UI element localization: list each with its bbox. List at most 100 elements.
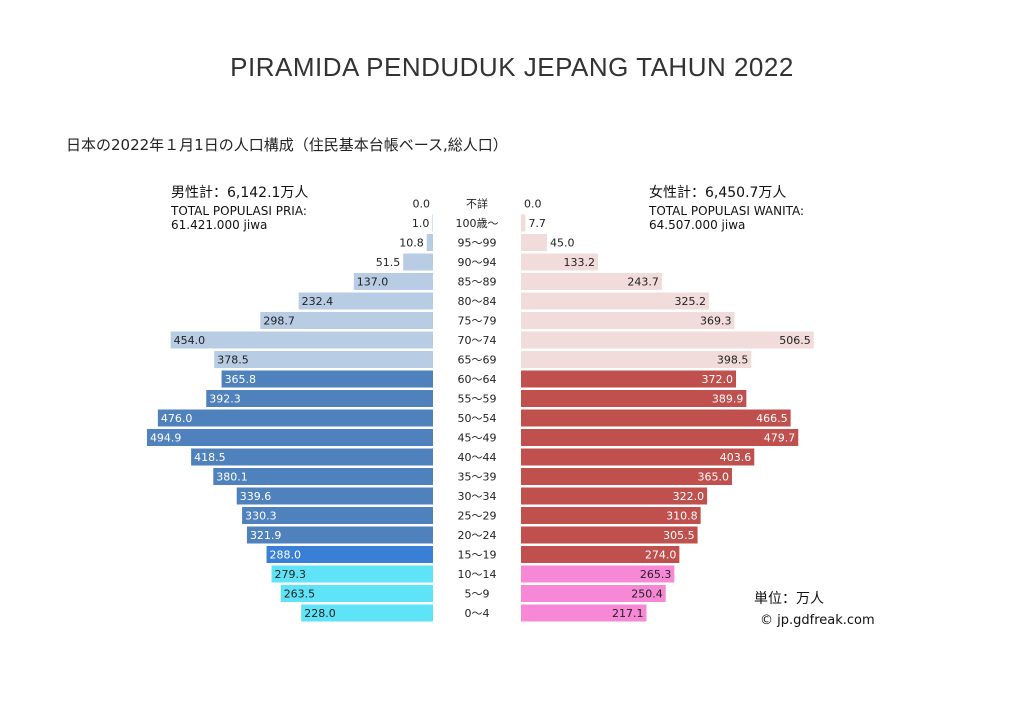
female-value-label-8: 398.5 — [717, 354, 749, 367]
male-bar-15 — [236, 487, 433, 505]
male-bar-1 — [432, 214, 433, 232]
age-group-label-11: 50～54 — [458, 412, 497, 425]
female-bar-5 — [521, 292, 709, 310]
age-group-label-13: 40～44 — [458, 451, 497, 464]
male-bar-2 — [426, 234, 433, 251]
age-group-label-20: 5～9 — [465, 588, 490, 601]
male-bar-10 — [206, 390, 433, 407]
female-value-label-15: 322.0 — [673, 490, 705, 503]
chart-subtitle: 日本の2022年１月1日の人口構成（住民基本台帳ベース,総人口） — [66, 136, 508, 154]
male-value-label-10: 392.3 — [209, 393, 241, 406]
unit-label: 単位：万人 — [754, 591, 824, 607]
male-value-label-17: 321.9 — [250, 529, 282, 542]
male-value-label-20: 263.5 — [284, 588, 316, 601]
female-bar-2 — [521, 234, 548, 251]
female-bar-18 — [521, 546, 680, 563]
female-bar-17 — [521, 526, 698, 544]
male-value-label-19: 279.3 — [275, 568, 307, 581]
age-group-label-14: 35～39 — [458, 471, 497, 484]
male-value-label-6: 298.7 — [263, 315, 295, 328]
male-bar-5 — [298, 292, 433, 310]
age-group-label-3: 90～94 — [458, 256, 497, 269]
age-group-label-0: 不詳 — [466, 197, 488, 211]
male-value-label-9: 365.8 — [225, 373, 257, 386]
age-group-label-2: 95～99 — [458, 237, 497, 250]
source-credit: © jp.gdfreak.com — [760, 613, 875, 628]
female-value-label-5: 325.2 — [674, 295, 706, 308]
female-value-label-10: 389.9 — [712, 393, 744, 406]
chart-title: PIRAMIDA PENDUDUK JEPANG TAHUN 2022 — [230, 52, 794, 82]
male-value-label-8: 378.5 — [217, 354, 249, 367]
female-bar-20 — [521, 585, 666, 602]
female-value-label-17: 305.5 — [663, 529, 695, 542]
male-bar-20 — [280, 585, 433, 602]
age-group-label-16: 25～29 — [458, 510, 497, 523]
female-value-label-4: 243.7 — [627, 276, 659, 289]
male-value-label-15: 339.6 — [240, 490, 272, 503]
male-bar-21 — [301, 604, 433, 622]
male-bar-12 — [146, 429, 433, 446]
male-value-label-14: 380.1 — [216, 471, 248, 484]
female-total-block: 女性計：6,450.7万人 TOTAL POPULASI WANITA: 64.… — [649, 186, 804, 232]
male-bar-13 — [191, 448, 433, 466]
age-group-label-19: 10～14 — [458, 568, 497, 581]
male-value-label-7: 454.0 — [174, 334, 206, 347]
male-value-label-2: 10.8 — [399, 237, 424, 250]
male-value-label-5: 232.4 — [302, 295, 334, 308]
female-bar-7 — [521, 331, 814, 349]
male-bar-19 — [271, 565, 433, 583]
female-value-label-11: 466.5 — [756, 412, 788, 425]
male-bar-4 — [353, 273, 433, 290]
male-bar-17 — [246, 526, 433, 544]
age-group-label-15: 30～34 — [458, 490, 497, 503]
male-bar-9 — [221, 370, 433, 388]
age-group-label-12: 45～49 — [458, 432, 497, 445]
age-group-label-18: 15～19 — [458, 549, 497, 562]
female-total-jp: 女性計：6,450.7万人 — [649, 185, 787, 201]
male-bar-16 — [242, 507, 433, 524]
female-bar-13 — [521, 448, 755, 466]
female-total-label: TOTAL POPULASI WANITA: — [649, 204, 805, 218]
age-group-label-4: 85～89 — [458, 276, 497, 289]
female-bar-6 — [521, 312, 735, 329]
male-value-label-13: 418.5 — [194, 451, 226, 464]
female-bar-15 — [521, 487, 708, 505]
female-bar-11 — [521, 409, 791, 427]
female-bar-19 — [521, 565, 675, 583]
female-value-label-7: 506.5 — [779, 334, 811, 347]
female-value-label-14: 365.0 — [697, 471, 729, 484]
female-value-label-16: 310.8 — [666, 510, 698, 523]
female-value-label-13: 403.6 — [720, 451, 752, 464]
female-bar-9 — [521, 370, 737, 388]
male-value-label-0: 0.0 — [413, 198, 431, 211]
age-group-label-1: 100歳～ — [456, 217, 499, 230]
age-group-label-9: 60～64 — [458, 373, 497, 386]
female-value-label-6: 369.3 — [700, 315, 732, 328]
female-bar-16 — [521, 507, 701, 524]
male-bar-14 — [213, 468, 433, 485]
male-bar-3 — [403, 253, 433, 271]
female-value-label-12: 479.7 — [764, 432, 796, 445]
female-bar-10 — [521, 390, 747, 407]
age-group-label-21: 0～4 — [465, 607, 490, 620]
male-value-label-16: 330.3 — [245, 510, 277, 523]
age-group-label-7: 70～74 — [458, 334, 497, 347]
female-value-label-0: 0.0 — [524, 198, 542, 211]
female-value-label-18: 274.0 — [645, 549, 677, 562]
male-total-label: TOTAL POPULASI PRIA: — [171, 204, 307, 218]
female-value-label-9: 372.0 — [702, 373, 734, 386]
female-value-label-2: 45.0 — [550, 237, 575, 250]
female-value-label-20: 250.4 — [631, 588, 663, 601]
male-value-label-1: 1.0 — [412, 217, 430, 230]
male-value-label-3: 51.5 — [376, 256, 401, 269]
age-group-label-8: 65～69 — [458, 354, 497, 367]
female-bar-12 — [521, 429, 799, 446]
male-total-jp: 男性計：6,142.1万人 — [171, 185, 309, 201]
female-bar-21 — [521, 604, 647, 622]
male-bar-11 — [157, 409, 433, 427]
male-total-block: 男性計：6,142.1万人 TOTAL POPULASI PRIA: 61.42… — [171, 186, 308, 232]
age-group-label-6: 75～79 — [458, 315, 497, 328]
male-total-value: 61.421.000 jiwa — [171, 218, 268, 232]
female-bar-3 — [521, 253, 598, 271]
